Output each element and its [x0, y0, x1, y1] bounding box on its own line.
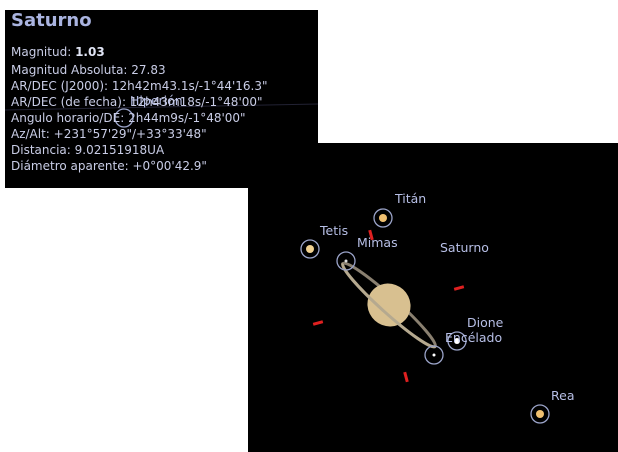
info-line: Distancia: 9.02151918UA	[11, 143, 165, 157]
screenshot: Hiperión Titán Tetis Mimas Saturno Dione…	[0, 0, 618, 452]
moon-label: Rea	[551, 388, 574, 403]
info-line: Magnitud Absoluta: 27.83	[11, 63, 166, 77]
moon-label: Encélado	[445, 330, 502, 345]
info-line: AR/DEC (de fecha): 12h43m18s/-1°48'00"	[11, 95, 263, 109]
object-title: Saturno	[11, 10, 92, 31]
info-line: AR/DEC (J2000): 12h42m43.1s/-1°44'16.3"	[11, 79, 268, 93]
info-line: Diámetro aparente: +0°00'42.9"	[11, 159, 207, 173]
moon-label: Mimas	[357, 235, 398, 250]
planet-label: Saturno	[440, 240, 489, 255]
sky-view	[248, 143, 618, 452]
magnitude-value: 1.03	[75, 45, 105, 59]
moon-label: Dione	[467, 315, 504, 330]
magnitude-label: Magnitud:	[11, 45, 71, 59]
moon-label: Titán	[394, 191, 426, 206]
info-line: Magnitud: 1.03	[11, 45, 105, 59]
info-line: Angulo horario/DE: 2h44m9s/-1°48'00"	[11, 111, 246, 125]
moon-label: Tetis	[319, 223, 348, 238]
info-line: Az/Alt: +231°57'29"/+33°33'48"	[11, 127, 207, 141]
